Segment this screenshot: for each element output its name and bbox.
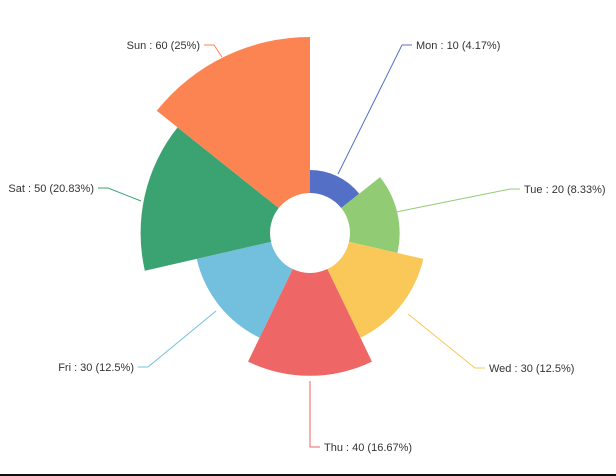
leader-line-fri (138, 310, 217, 368)
sector-fri[interactable] (196, 241, 293, 338)
sector-thu[interactable] (248, 269, 372, 376)
label-leader-lines (98, 44, 520, 448)
sector-sat[interactable] (140, 127, 279, 271)
label-wed: Wed : 30 (12.5%) (489, 363, 574, 375)
sector-wed[interactable] (327, 241, 424, 338)
leader-line-mon (337, 44, 412, 175)
data-labels: Mon : 10 (4.17%) Tue : 20 (8.33%) Wed : … (8, 40, 605, 454)
label-sat: Sat : 50 (20.83%) (8, 183, 94, 195)
bottom-border (0, 474, 616, 476)
label-mon: Mon : 10 (4.17%) (416, 40, 500, 52)
label-thu: Thu : 40 (16.67%) (324, 442, 412, 454)
leader-line-thu (309, 381, 320, 448)
label-sun: Sun : 60 (25%) (127, 40, 200, 52)
rose-sectors (140, 37, 424, 376)
leader-line-tue (395, 188, 520, 213)
label-tue: Tue : 20 (8.33%) (524, 184, 606, 196)
sector-sun[interactable] (156, 37, 310, 209)
sector-mon[interactable] (310, 170, 360, 209)
leader-line-sat (98, 187, 142, 202)
sector-tue[interactable] (341, 177, 400, 253)
label-fri: Fri : 30 (12.5%) (58, 362, 134, 374)
leader-line-sun (204, 44, 223, 58)
leader-line-wed (407, 313, 485, 369)
